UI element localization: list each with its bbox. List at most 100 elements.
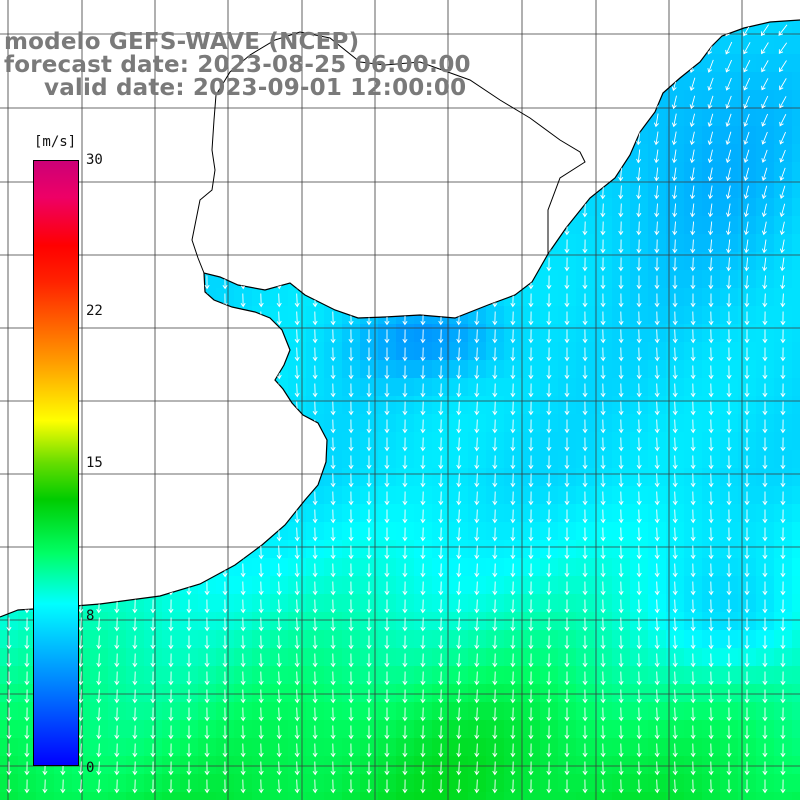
wind-arrow [276,509,282,524]
wind-speed-cell [126,270,145,289]
wind-speed-cell [486,792,505,800]
wind-arrow [24,185,30,200]
wind-arrow [546,95,552,110]
wind-speed-cell [486,126,505,145]
wind-arrow [474,221,480,236]
wind-speed-cell [486,270,505,289]
wind-speed-cell [468,198,487,217]
wind-speed-cell [612,90,631,109]
wind-arrow [384,275,390,290]
wind-speed-cell [0,126,19,145]
colorbar-tick: 15 [86,455,103,471]
wind-speed-cell [792,594,800,613]
wind-arrow [114,365,120,380]
wind-arrow [367,6,371,19]
wind-arrow [276,113,282,128]
wind-speed-cell [738,72,757,91]
wind-speed-cell [234,324,253,343]
wind-speed-cell [288,216,307,235]
wind-speed-cell [180,396,199,415]
wind-arrow [240,419,246,434]
wind-speed-cell [414,162,433,181]
wind-arrow [276,401,282,416]
wind-arrow [564,131,570,146]
wind-arrow [115,6,119,19]
wind-arrow [439,6,443,19]
wind-speed-cell [486,72,505,91]
wind-arrow [114,581,120,596]
wind-arrow [24,329,30,344]
wind-speed-cell [720,72,739,91]
wind-arrow [474,167,480,182]
wind-speed-cell [414,216,433,235]
wind-arrow [456,239,462,254]
wind-arrow [240,383,246,398]
wind-speed-cell [504,234,523,253]
wind-speed-cell [774,792,793,800]
wind-speed-cell [270,432,289,451]
wind-speed-cell [648,36,667,55]
wind-speed-cell [198,342,217,361]
wind-arrow [240,257,246,272]
wind-arrow [168,149,174,164]
wind-arrow [222,113,228,128]
wind-arrow [114,437,120,452]
wind-arrow [222,455,228,470]
wind-speed-cell [558,792,577,800]
wind-speed-cell [144,360,163,379]
wind-speed-cell [0,522,19,541]
wind-speed-cell [234,414,253,433]
wind-speed-cell [720,126,739,145]
wind-arrow [618,6,622,19]
wind-speed-cell [216,306,235,325]
wind-arrow [24,473,30,488]
wind-arrow [294,185,300,200]
wind-speed-cell [342,108,361,127]
wind-speed-cell [450,108,469,127]
wind-speed-cell [450,792,469,800]
wind-speed-cell [252,468,271,487]
wind-arrow [96,131,102,146]
wind-speed-cell [342,288,361,307]
wind-arrow [546,221,552,236]
wind-speed-cell [450,144,469,163]
wind-speed-cell [306,0,325,19]
wind-speed-cell [504,126,523,145]
wind-speed-cell [576,72,595,91]
wind-speed-cell [0,342,19,361]
wind-speed-cell [504,36,523,55]
wind-arrow [600,131,606,146]
wind-arrow [312,257,318,272]
wind-speed-cell [792,144,800,163]
wind-speed-cell [126,414,145,433]
wind-arrow [151,6,155,19]
wind-arrow [366,131,372,146]
wind-speed-cell [216,792,235,800]
wind-speed-cell [90,126,109,145]
wind-speed-cell [414,792,433,800]
wind-speed-cell [216,324,235,343]
wind-speed-cell [162,558,181,577]
wind-speed-cell [594,0,613,19]
wind-speed-cell [558,36,577,55]
wind-arrow [240,203,246,218]
wind-arrow [420,257,426,272]
wind-speed-cell [774,126,793,145]
wind-speed-cell [144,522,163,541]
wind-speed-cell [198,396,217,415]
wind-arrow [240,545,246,560]
wind-speed-cell [198,0,217,19]
wind-arrow [348,185,354,200]
wind-speed-cell [540,72,559,91]
wind-speed-cell [792,486,800,505]
wind-arrow [6,329,12,344]
wind-arrow [150,149,156,164]
wind-arrow [420,131,426,146]
wind-arrow [600,77,606,92]
wind-speed-cell [504,792,523,800]
wind-arrow [96,581,102,596]
wind-arrow [474,131,480,146]
wind-speed-cell [792,432,800,451]
wind-speed-cell [270,504,289,523]
